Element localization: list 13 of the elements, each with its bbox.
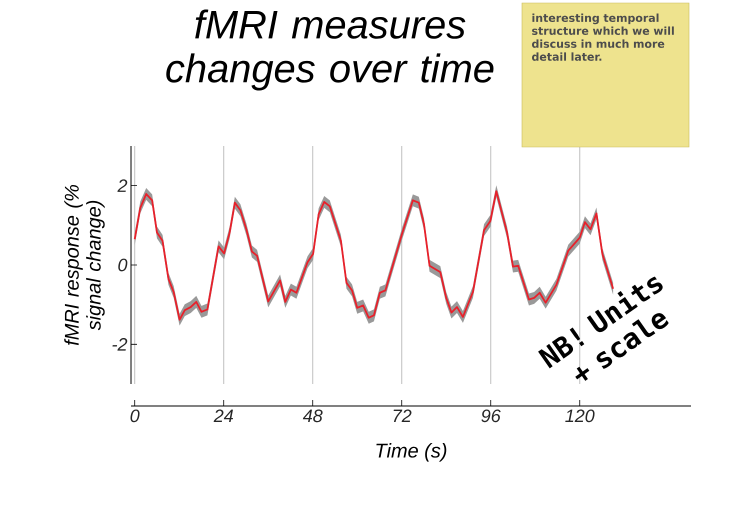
y-tick-label: 2 — [117, 179, 128, 192]
y-axis-title: fMRI response (% signal change) — [64, 185, 105, 346]
y-tick-label: 0 — [118, 258, 128, 272]
x-axis-title: Time (s) — [376, 443, 446, 462]
y-tick-label: -2 — [112, 338, 128, 351]
x-tick-label: 48 — [302, 410, 323, 422]
x-tick-label: 0 — [130, 409, 140, 422]
chart-title: fMRI measures changes over time — [166, 10, 494, 90]
x-tick-label: 96 — [481, 409, 501, 422]
text: interesting temporal structure which we will discuss in much more detail later. — [532, 14, 674, 61]
x-tick-label: 24 — [214, 409, 234, 422]
x-tick-label: 72 — [394, 409, 412, 422]
x-tick-label: 120 — [565, 409, 595, 422]
